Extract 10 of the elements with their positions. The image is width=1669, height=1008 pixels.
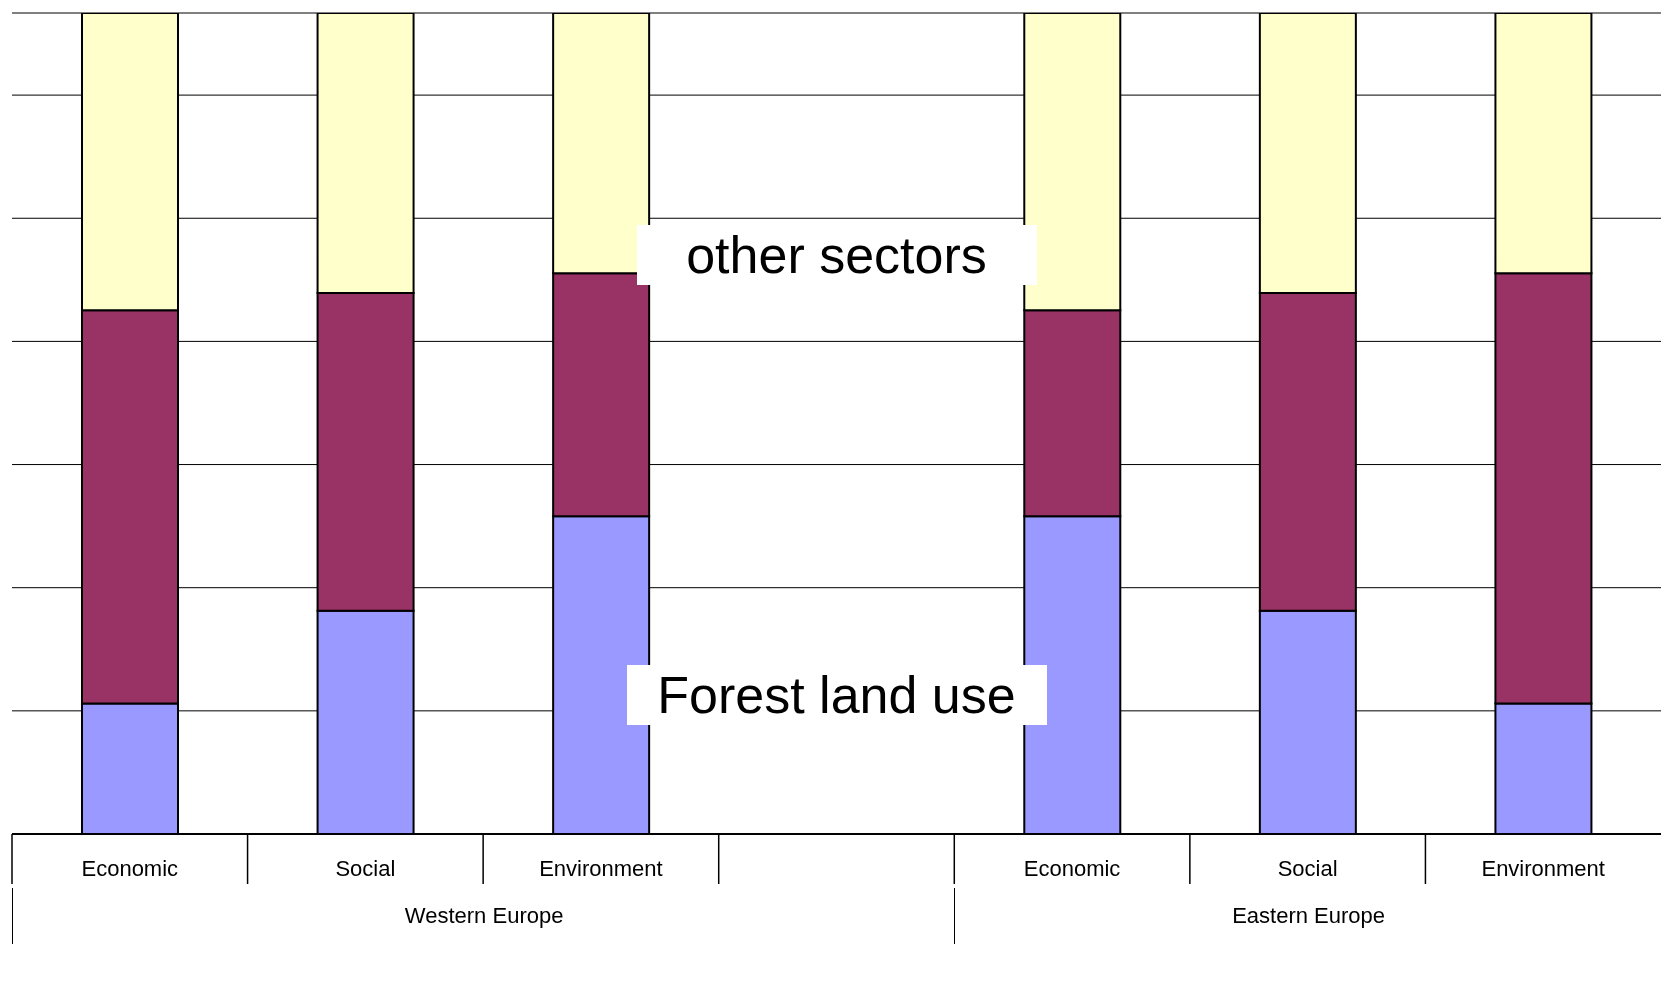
x-tick-label: Environment: [539, 856, 663, 881]
x-tick-label: Social: [335, 856, 396, 881]
text: Western Europe: [12, 888, 956, 944]
annotation: other sectors: [636, 225, 1037, 286]
x-tick-label: Economic: [1023, 856, 1121, 881]
x-tick-label: Environment: [1481, 856, 1605, 881]
text: Eastern Europe: [954, 888, 1662, 944]
x-tick-label: Economic: [81, 856, 179, 881]
annotation: Forest land use: [626, 664, 1047, 725]
x-tick-label: Social: [1277, 856, 1338, 881]
